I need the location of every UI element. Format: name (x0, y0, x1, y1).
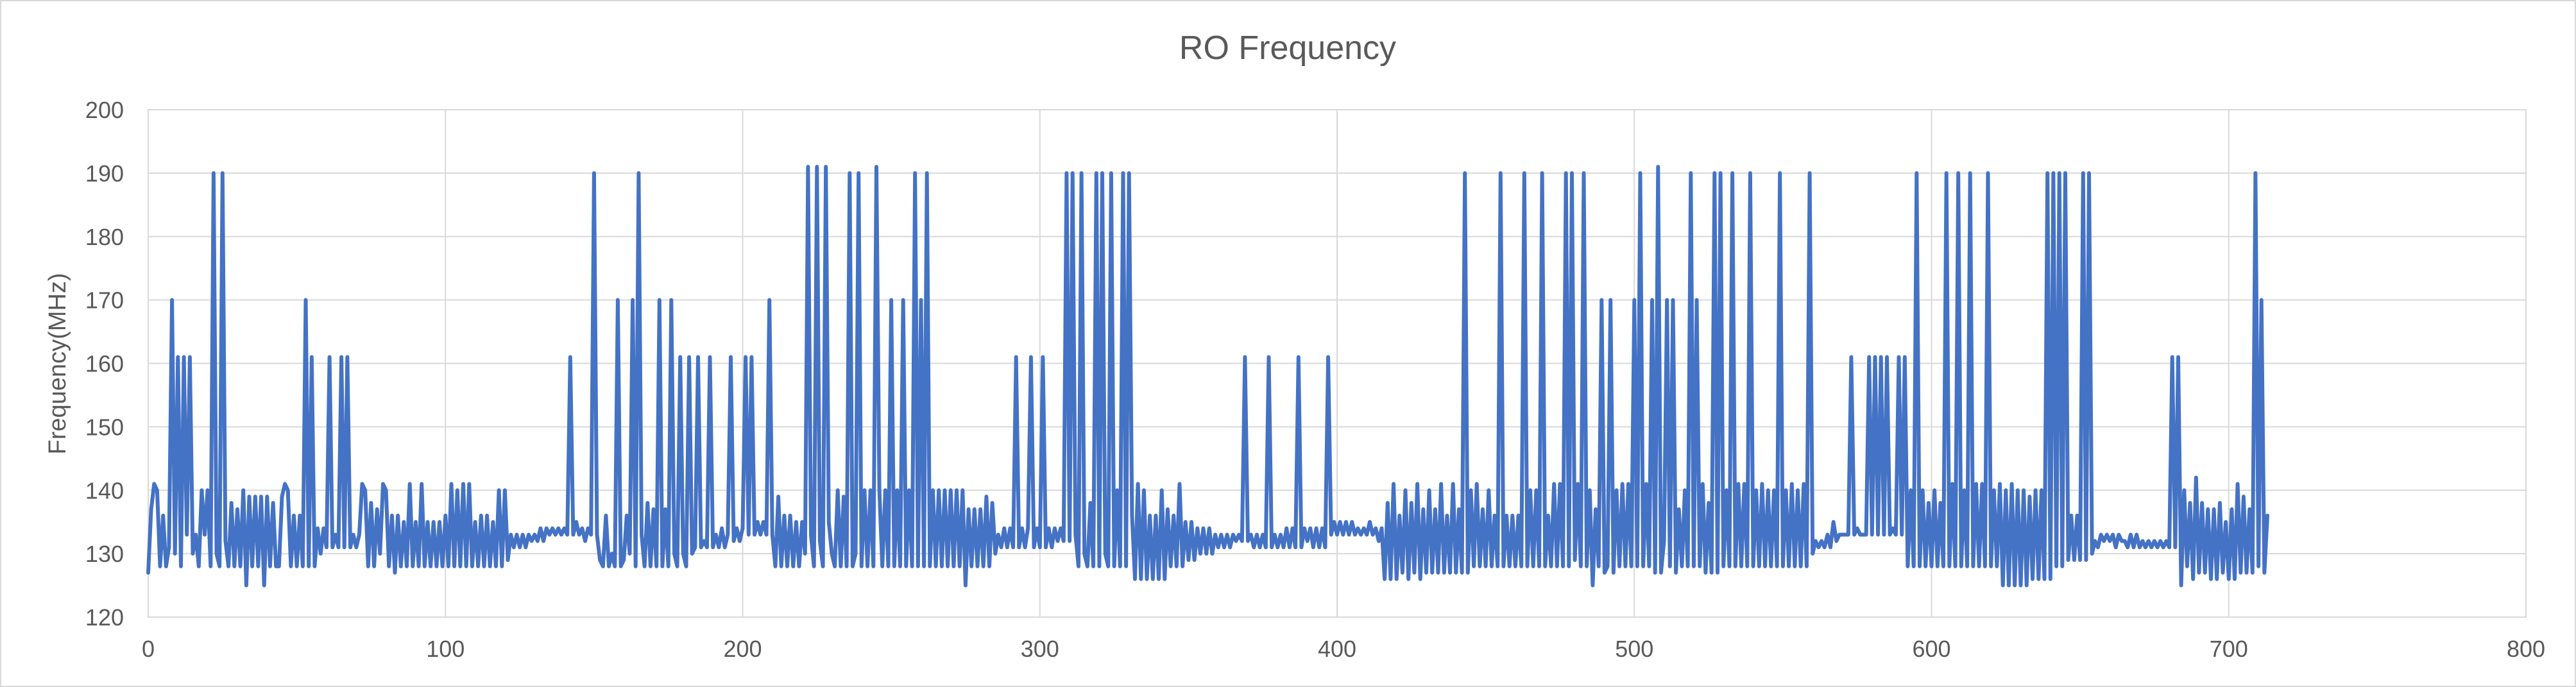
y-tick-label-6: 180 (85, 224, 124, 250)
x-tick-label-6: 600 (1912, 636, 1950, 662)
y-tick-label-3: 150 (85, 414, 124, 440)
tick-labels: 120 130 140 150 160 170 180 190 200 0 100 200 300 400… (85, 97, 2545, 662)
y-tick-label-0: 120 (85, 604, 124, 631)
plot-area-frame (148, 109, 2527, 618)
x-tick-label-4: 400 (1318, 636, 1356, 662)
x-tick-label-7: 700 (2210, 636, 2248, 662)
x-tick-label-5: 500 (1615, 636, 1653, 662)
y-tick-label-7: 190 (85, 160, 124, 187)
y-tick-label-1: 130 (85, 541, 124, 567)
series-layer (146, 165, 2269, 588)
x-tick-label-8: 800 (2507, 636, 2545, 662)
x-tick-label-0: 0 (142, 636, 155, 662)
chart-title: RO Frequency (1179, 30, 1396, 67)
y-tick-label-4: 160 (85, 351, 124, 377)
x-tick-label-1: 100 (426, 636, 465, 662)
series-line-0 (146, 165, 2269, 588)
y-tick-label-8: 200 (85, 97, 124, 123)
x-tick-label-2: 200 (723, 636, 762, 662)
x-tick-label-3: 300 (1021, 636, 1059, 662)
y-tick-label-2: 140 (85, 477, 124, 504)
y-tick-label-5: 170 (85, 287, 124, 314)
y-axis-label: Frequency(MHz) (44, 273, 71, 455)
